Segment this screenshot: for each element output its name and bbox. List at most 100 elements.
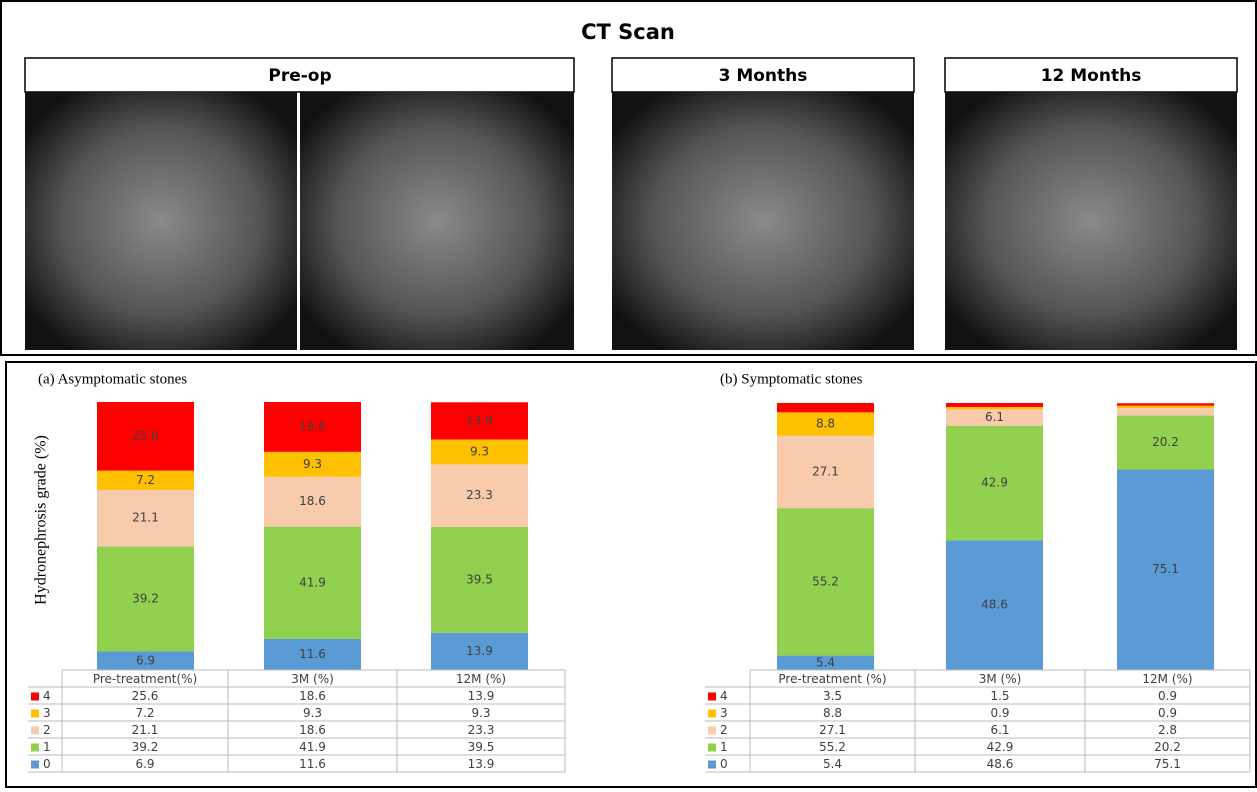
data-label: 41.9 [299,575,326,589]
table-cell: 11.6 [299,757,326,771]
legend-swatch [708,761,716,769]
bar-segment [1117,408,1214,415]
ct-image [300,92,574,350]
table-cell: 41.9 [299,740,326,754]
legend-label: 1 [43,740,51,754]
data-label: 8.8 [816,417,835,431]
data-label: 39.2 [132,591,159,605]
data-label: 7.2 [136,473,155,487]
data-label: 6.1 [985,410,1004,424]
table-cell: 42.9 [987,740,1014,754]
data-label: 18.6 [299,494,326,508]
legend-swatch [708,727,716,735]
data-label: 9.3 [470,444,489,458]
table-cell: 20.2 [1154,740,1181,754]
data-label: 6.9 [136,653,155,667]
table-cell: 5.4 [823,757,842,771]
bar-segment [1117,406,1214,408]
data-label: 23.3 [466,488,493,502]
legend-swatch [708,710,716,718]
table-cell: 55.2 [819,740,846,754]
ct-image [612,92,914,350]
panel-title: 3 Months [719,66,808,86]
table-cell: 25.6 [132,689,159,703]
bar-segment [946,403,1043,407]
data-label: 18.6 [299,419,326,433]
table-cell: 0.9 [990,706,1009,720]
table-cell: 23.3 [468,723,495,737]
bar-segment [1117,403,1214,405]
bar-segment [777,403,874,412]
table-cell: 8.8 [823,706,842,720]
panel-title: Pre-op [268,66,331,86]
table-header: 3M (%) [291,672,334,686]
data-label: 21.1 [132,511,159,525]
ct-panel: 12 Months [945,58,1237,350]
data-label: 39.5 [466,572,493,586]
table-cell: 1.5 [990,689,1009,703]
table-cell: 13.9 [468,757,495,771]
legend-label: 2 [720,723,728,737]
table-cell: 9.3 [471,706,490,720]
table-cell: 9.3 [303,706,322,720]
table-header: 12M (%) [1142,672,1192,686]
legend-label: 1 [720,740,728,754]
table-cell: 21.1 [132,723,159,737]
ct-image [945,92,1237,350]
data-label: 25.6 [132,429,159,443]
table-cell: 7.2 [135,706,154,720]
ct-image [25,92,297,350]
bar-segment [946,407,1043,409]
data-label: 13.9 [466,413,493,427]
legend-swatch [31,761,39,769]
legend-label: 0 [43,757,51,771]
legend-swatch [31,727,39,735]
table-header: 12M (%) [456,672,506,686]
legend-label: 2 [43,723,51,737]
table-cell: 2.8 [1158,723,1177,737]
table-cell: 39.2 [132,740,159,754]
ct-title: CT Scan [581,20,675,44]
table-cell: 75.1 [1154,757,1181,771]
legend-label: 3 [720,706,728,720]
data-label: 42.9 [981,475,1008,489]
data-label: 5.4 [816,655,835,669]
table-header: 3M (%) [979,672,1022,686]
data-label: 48.6 [981,598,1008,612]
legend-label: 3 [43,706,51,720]
table-cell: 0.9 [1158,706,1177,720]
table-cell: 27.1 [819,723,846,737]
data-label: 9.3 [303,457,322,471]
legend-label: 4 [43,689,51,703]
ct-panel: Pre-op [25,58,574,350]
table-cell: 3.5 [823,689,842,703]
legend-swatch [31,744,39,752]
table-cell: 18.6 [299,689,326,703]
table-cell: 0.9 [1158,689,1177,703]
figure: CT Scan Pre-op 3 Months 12 Months (a) As… [0,0,1257,788]
table-cell: 39.5 [468,740,495,754]
legend-label: 4 [720,689,728,703]
legend-swatch [708,693,716,701]
legend-swatch [31,710,39,718]
data-label: 75.1 [1152,562,1179,576]
table-header: Pre-treatment(%) [93,672,197,686]
table-header: Pre-treatment (%) [778,672,886,686]
table-cell: 6.1 [990,723,1009,737]
data-label: 55.2 [812,574,839,588]
table-cell: 6.9 [135,757,154,771]
data-label: 11.6 [299,647,326,661]
chart-title: (b) Symptomatic stones [720,371,863,387]
data-label: 20.2 [1152,435,1179,449]
legend-label: 0 [720,757,728,771]
data-label: 13.9 [466,644,493,658]
table-cell: 13.9 [468,689,495,703]
y-axis-label: Hydronephrosis grade (%) [33,435,50,605]
chart-title: (a) Asymptomatic stones [38,371,187,387]
table-cell: 48.6 [987,757,1014,771]
panel-title: 12 Months [1041,66,1142,86]
legend-swatch [31,693,39,701]
ct-panel: 3 Months [612,58,914,350]
data-label: 27.1 [812,465,839,479]
table-cell: 18.6 [299,723,326,737]
